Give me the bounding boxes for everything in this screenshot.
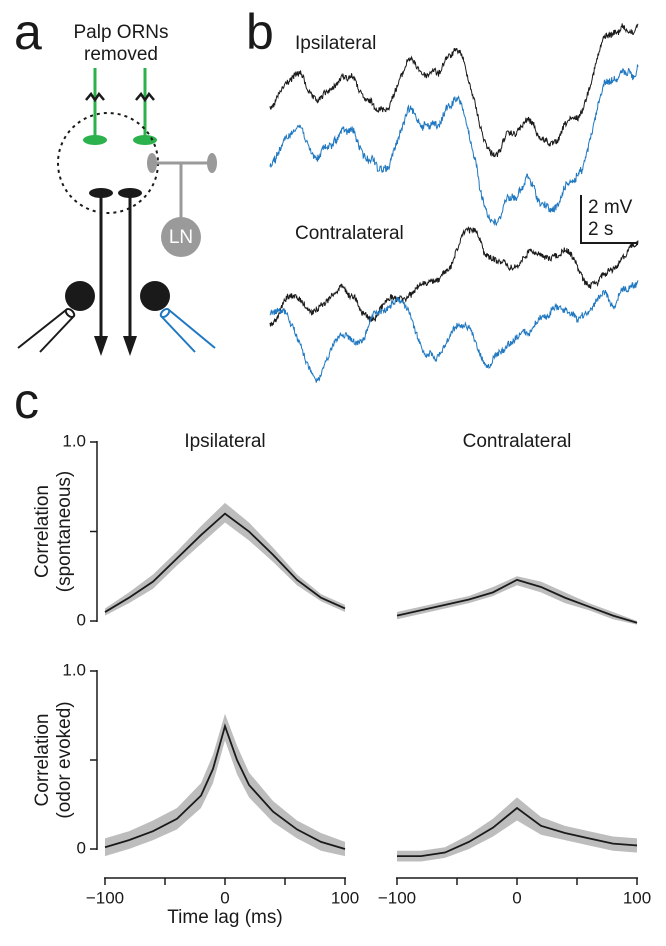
panel-letter: b: [246, 4, 274, 60]
trace: [269, 64, 639, 227]
y-axis-label: Correlation: [32, 714, 53, 807]
ln-label: LN: [169, 227, 193, 248]
orn-diagram: [17, 68, 217, 356]
error-band: [397, 797, 637, 862]
chart-title: Contralateral: [463, 431, 572, 452]
y-axis-label: (odor evoked): [54, 701, 75, 818]
error-band: [397, 576, 637, 625]
mean-line: [396, 578, 638, 624]
mean-line: [104, 512, 346, 613]
y-tick-label: 1.0: [62, 431, 86, 450]
x-tick-label: 100: [331, 888, 359, 907]
x-tick-label: 100: [623, 888, 651, 907]
trace-title: Contralateral: [295, 223, 404, 244]
x-tick-label: −100: [86, 888, 124, 907]
trace: [269, 280, 639, 383]
label: Palp ORNs: [73, 22, 168, 43]
scale-label: 2 mV: [588, 197, 633, 218]
chart-title: Ipsilateral: [184, 431, 265, 452]
label: removed: [84, 44, 158, 65]
y-tick-label: 1.0: [62, 660, 86, 679]
trace-title: Ipsilateral: [295, 33, 376, 54]
panel-letter: a: [14, 4, 42, 60]
y-tick-label: 0: [77, 610, 86, 629]
mean-line: [397, 806, 638, 858]
scale-label: 2 s: [588, 219, 613, 240]
trace: [269, 23, 639, 158]
y-axis-label: Correlation: [32, 485, 53, 578]
y-axis-label: (spontaneous): [54, 471, 75, 592]
mean-line: [104, 723, 346, 850]
x-tick-label: −100: [378, 888, 416, 907]
y-tick-label: 0: [77, 838, 86, 857]
error-band: [105, 502, 345, 616]
panel-letter: c: [14, 373, 39, 429]
traces: [269, 23, 639, 383]
trace: [269, 225, 639, 327]
x-tick-label: 0: [220, 888, 229, 907]
x-tick-label: 0: [512, 888, 521, 907]
x-axis-label: Time lag (ms): [167, 907, 282, 928]
